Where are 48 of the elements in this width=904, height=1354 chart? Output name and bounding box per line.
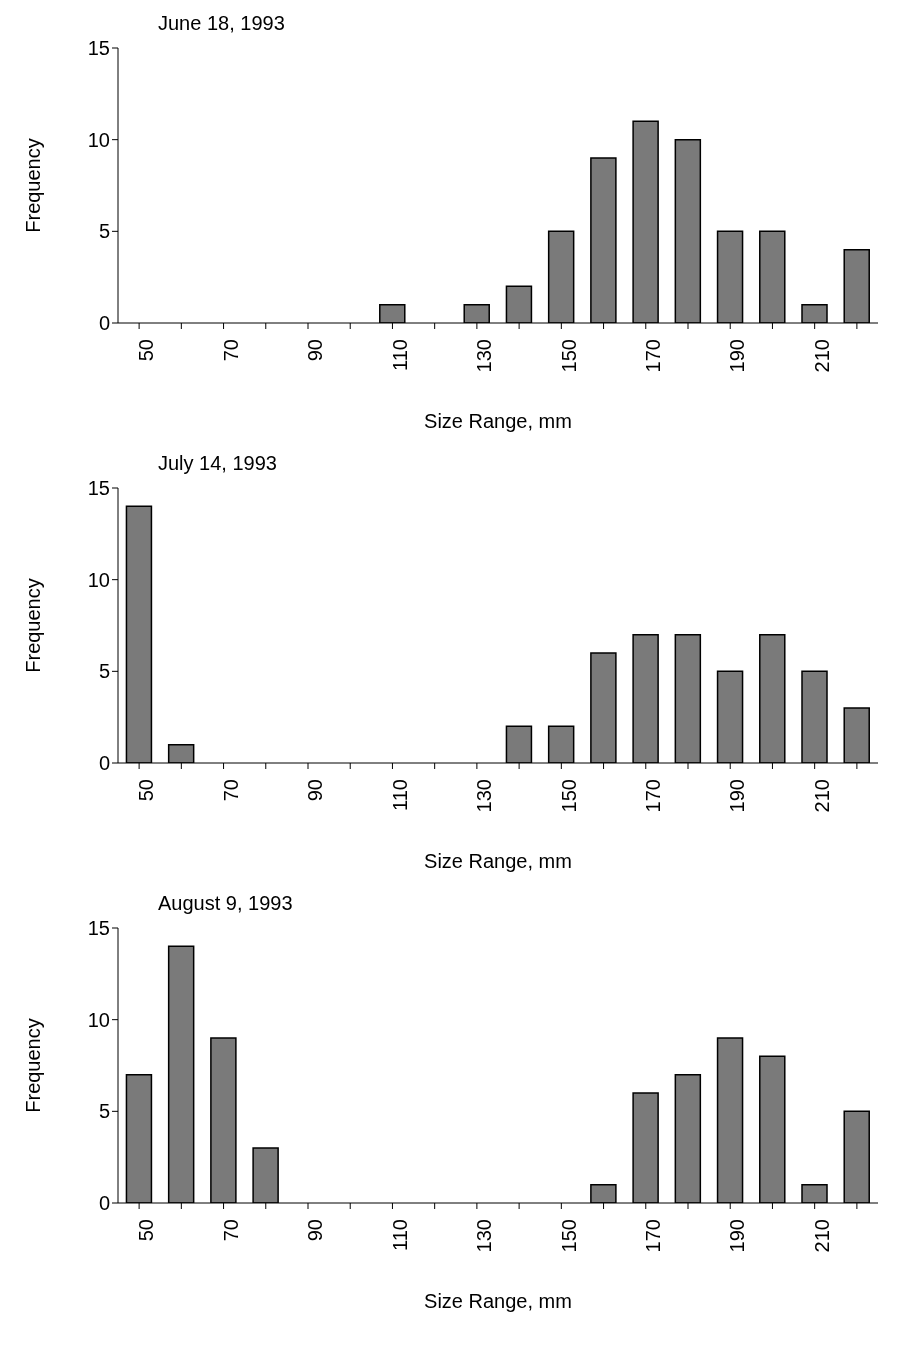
x-tick-label: 190 [726, 339, 749, 373]
x-tick-label: 210 [810, 1219, 833, 1253]
chart-title: June 18, 1993 [158, 12, 285, 35]
y-tick-label: 0 [98, 752, 110, 775]
y-tick-label: 15 [87, 477, 110, 500]
x-axis-title: Size Range, mm [424, 410, 572, 432]
x-tick-label: 110 [388, 779, 411, 811]
x-tick-label: 190 [726, 1219, 749, 1253]
x-tick-label: 50 [135, 1219, 158, 1242]
y-tick-label: 5 [98, 220, 110, 243]
chart-title: July 14, 1993 [158, 452, 277, 475]
x-tick-label: 130 [473, 779, 496, 813]
x-tick-label: 70 [219, 1219, 242, 1242]
x-tick-label: 190 [726, 779, 749, 813]
y-tick-label: 5 [98, 1100, 110, 1123]
x-axis-title: Size Range, mm [424, 1290, 572, 1312]
x-tick-label: 70 [219, 339, 242, 362]
x-tick-label: 50 [135, 339, 158, 362]
y-tick-label: 15 [87, 917, 110, 940]
y-tick-label: 10 [87, 1008, 110, 1031]
x-tick-label: 170 [641, 1219, 664, 1253]
x-tick-label: 110 [388, 339, 411, 371]
y-tick-label: 10 [87, 568, 110, 591]
x-tick-label: 130 [473, 1219, 496, 1253]
y-axis-title: Frequency [22, 1018, 45, 1113]
x-axis-title: Size Range, mm [424, 850, 572, 872]
x-tick-label: 170 [641, 339, 664, 373]
x-tick-label: 50 [135, 779, 158, 802]
y-tick-label: 10 [87, 128, 110, 151]
x-tick-label: 170 [641, 779, 664, 813]
y-axis-title: Frequency [22, 138, 45, 233]
y-tick-label: 0 [98, 1192, 110, 1215]
y-tick-label: 15 [87, 37, 110, 60]
x-tick-label: 90 [304, 1219, 327, 1242]
x-tick-label: 150 [557, 1219, 580, 1253]
x-tick-label: 90 [304, 339, 327, 362]
x-tick-label: 210 [810, 339, 833, 373]
x-tick-label: 90 [304, 779, 327, 802]
chart-title: August 9, 1993 [158, 892, 293, 915]
y-tick-label: 0 [98, 312, 110, 335]
x-tick-label: 210 [810, 779, 833, 813]
y-axis-title: Frequency [22, 578, 45, 673]
x-tick-label: 150 [557, 339, 580, 373]
x-tick-label: 110 [388, 1219, 411, 1251]
x-tick-label: 150 [557, 779, 580, 813]
y-tick-label: 5 [98, 660, 110, 683]
x-tick-label: 130 [473, 339, 496, 373]
x-tick-label: 70 [219, 779, 242, 802]
